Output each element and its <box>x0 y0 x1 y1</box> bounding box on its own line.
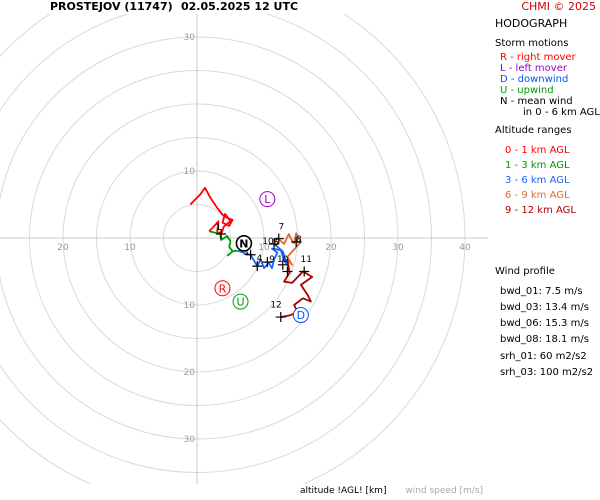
altitude-label: 5 <box>273 238 279 248</box>
altitude-marker <box>216 228 227 239</box>
altitude-marker <box>299 266 310 277</box>
altitude-marker <box>277 259 288 270</box>
altitude-label: 8 <box>296 235 302 245</box>
x-tick-label: 20 <box>57 243 69 253</box>
storm-motions-list: R - right mover L - left mover D - downwin… <box>495 52 599 107</box>
altitude-label: 3 <box>243 248 249 258</box>
storm-note: in 0 - 6 km AGL <box>523 107 600 118</box>
bwd-item: bwd_01: 7.5 m/s <box>500 286 583 297</box>
alt-item: 3 - 6 km AGL <box>505 175 570 186</box>
station-title: PROSTEJOV (11747) <box>50 0 173 13</box>
bwd-item: bwd_08: 18.1 m/s <box>500 334 589 345</box>
altitude-ranges-list: 0 - 1 km AGL 1 - 3 km AGL 3 - 6 km AGL 6 - … <box>495 145 599 216</box>
legend-title: HODOGRAPH <box>495 17 568 30</box>
hodograph-segment <box>208 230 238 257</box>
bwd-list: bwd_01: 7.5 m/s bwd_03: 13.4 m/s bwd_06: 1… <box>495 286 593 345</box>
y-tick-label: 10 <box>184 301 196 311</box>
y-tick-label: 10 <box>184 167 196 177</box>
bwd-item: bwd_03: 13.4 m/s <box>500 302 589 313</box>
altitude-label: 10 <box>262 237 274 247</box>
storm-motion-circle <box>235 235 253 252</box>
y-tick-label: 30 <box>184 33 196 43</box>
altitude-marker <box>275 312 286 323</box>
y-tick-label: 30 <box>184 435 196 445</box>
y-tick-label: 20 <box>184 368 196 378</box>
altitude-marker <box>262 257 273 268</box>
srh-item: srh_03: 100 m2/s2 <box>500 367 594 378</box>
credit-label: CHMI © 2025 <box>521 0 596 13</box>
storm-motion-label: R <box>219 282 227 295</box>
altitude-marker <box>291 237 302 248</box>
altitude-marker <box>273 233 284 244</box>
altitude-axis-label: altitude !AGL! [km] <box>300 486 387 496</box>
alt-item: 9 - 12 km AGL <box>505 205 576 216</box>
storm-item: U - upwind <box>500 85 554 96</box>
hodograph-segment <box>189 186 234 234</box>
hodograph-segment <box>273 232 302 266</box>
x-tick-label: 20 <box>325 243 337 253</box>
altitude-ranges-title: Altitude ranges <box>495 125 572 136</box>
bwd-item: bwd_06: 15.3 m/s <box>500 318 589 329</box>
storm-motion-circle <box>292 307 309 324</box>
x-tick-label: 10 <box>258 243 270 253</box>
hodograph-segment <box>236 243 289 270</box>
alt-item: 6 - 9 km AGL <box>505 190 570 201</box>
altitude-label: 11 <box>300 255 311 265</box>
altitude-marker <box>252 261 263 272</box>
altitude-label: 4 <box>256 254 262 264</box>
storm-item: R - right mover <box>500 52 576 63</box>
altitude-marker <box>245 249 256 260</box>
storm-item: N - mean wind <box>500 96 573 107</box>
storm-motion-label: L <box>264 193 271 206</box>
x-tick-label: 10 <box>124 243 136 253</box>
legend-panel: HODOGRAPH Storm motions R - right mover L… <box>495 17 600 220</box>
srh-list: srh_01: 60 m2/s2 srh_03: 100 m2/s2 <box>495 351 593 378</box>
x-tick-label: 30 <box>392 243 404 253</box>
x-tick-label: 40 <box>459 243 471 253</box>
storm-motion-circle <box>214 280 231 297</box>
wind-speed-axis-label: wind speed [m/s] <box>405 486 484 496</box>
altitude-label: 10 <box>277 255 289 265</box>
storm-item: L - left mover <box>500 63 567 74</box>
altitude-label: 12 <box>270 301 281 311</box>
alt-item: 0 - 1 km AGL <box>505 145 570 156</box>
altitude-label: 7 <box>279 222 285 232</box>
wind-profile-panel: Wind profile bwd_01: 7.5 m/s bwd_03: 13.4… <box>495 266 593 383</box>
alt-item: 1 - 3 km AGL <box>505 160 570 171</box>
storm-motion-label: D <box>297 309 305 322</box>
storm-motion-circle <box>232 293 249 310</box>
storm-motion-circle <box>259 191 276 208</box>
storm-motion-label: U <box>237 296 245 309</box>
footer: altitude !AGL! [km] wind speed [m/s] <box>300 486 483 496</box>
srh-item: srh_01: 60 m2/s2 <box>500 351 587 362</box>
wind-profile-title: Wind profile <box>495 266 555 277</box>
datetime-title: 02.05.2025 12 UTC <box>181 0 299 13</box>
altitude-marker <box>282 266 293 277</box>
storm-motions-title: Storm motions <box>495 38 569 49</box>
altitude-marker <box>269 239 280 250</box>
altitude-label: 1 <box>216 223 222 233</box>
altitude-label: 9 <box>269 255 275 265</box>
storm-item: D - downwind <box>500 74 569 85</box>
storm-motion-label: N <box>239 237 248 250</box>
